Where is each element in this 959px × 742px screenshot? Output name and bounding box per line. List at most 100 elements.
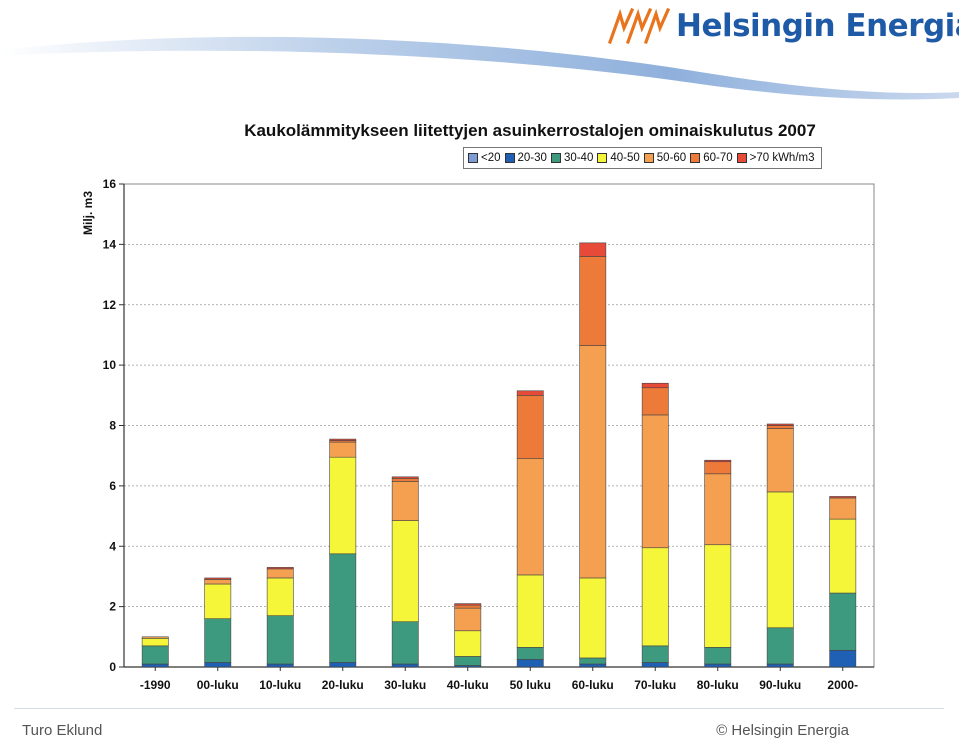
chart-title: Kaukolämmitykseen liitettyjen asuinkerro… (244, 121, 816, 140)
bar-segment (704, 647, 732, 665)
bar-segment (641, 662, 669, 668)
bar-segment (641, 414, 669, 549)
bar-segment (766, 663, 794, 668)
bar-segment (766, 627, 794, 665)
legend-label: 20-30 (517, 152, 547, 164)
x-tick-label: 20-luku (322, 678, 364, 692)
bar-segment (266, 663, 294, 668)
bar-segment (766, 423, 794, 426)
bar-segment (391, 478, 419, 482)
bar-segment (579, 577, 607, 659)
bar-segment (454, 607, 482, 632)
x-tick-label: 70-luku (634, 678, 676, 692)
bar-segment (454, 630, 482, 657)
legend-item: 40-50 (597, 152, 640, 164)
bar-segment (204, 662, 232, 668)
bar-segment (704, 459, 732, 463)
logo-text: Helsingin Energia (676, 8, 959, 44)
bar-segment (329, 441, 357, 458)
bar-segment (329, 553, 357, 663)
y-tick-label: 14 (103, 237, 117, 251)
footer-copyright: © Helsingin Energia (716, 722, 849, 739)
legend-label: 40-50 (610, 152, 640, 164)
bar-segment (516, 390, 544, 396)
bar-segment (829, 496, 857, 499)
legend-item: 20-30 (504, 152, 547, 164)
bar-segment (516, 395, 544, 460)
legend-label: 60-70 (703, 152, 733, 164)
bar-segment (829, 518, 857, 594)
bar-segment (641, 382, 669, 389)
footer-author: Turo Eklund (22, 722, 103, 739)
bar-segment (579, 256, 607, 346)
legend-label: 50-60 (656, 152, 687, 164)
bar-segment (141, 663, 169, 668)
flame-arrows-icon (607, 7, 670, 45)
legend-item: 50-60 (643, 152, 687, 164)
y-tick-label: 2 (109, 600, 116, 614)
y-axis-label: Milj. m3 (81, 191, 95, 235)
legend-label: >70 kWh/m3 (749, 152, 815, 164)
y-tick-label: 10 (103, 358, 117, 372)
bar-segment (704, 544, 732, 648)
legend-label: 30-40 (563, 152, 594, 164)
bar-segment (829, 497, 857, 520)
x-tick-label: 90-luku (759, 678, 801, 692)
x-tick-label: -1990 (140, 678, 171, 692)
bar-segment (579, 345, 607, 579)
x-tick-label: 2000- (827, 678, 858, 692)
bar-segment (329, 456, 357, 555)
bar-segment (454, 604, 482, 609)
legend-label: <20 (481, 152, 501, 164)
bar-segment (141, 636, 169, 639)
bar-segment (266, 577, 294, 616)
y-tick-label: 8 (109, 419, 116, 433)
bar-segment (204, 618, 232, 663)
legend-swatch (597, 153, 608, 163)
legend-swatch (690, 153, 701, 163)
bar-segment (391, 481, 419, 521)
bar-segment (641, 547, 669, 647)
bar-segment (329, 438, 357, 441)
bar-segment (641, 387, 669, 416)
x-tick-label: 80-luku (697, 678, 739, 692)
bar-segment (766, 425, 794, 429)
bar-segment (829, 592, 857, 651)
bar-segment (641, 645, 669, 663)
y-tick-label: 6 (109, 479, 116, 493)
legend-item: 60-70 (690, 152, 733, 164)
y-tick-label: 16 (103, 177, 117, 191)
bar-segment (829, 650, 857, 668)
bar-segment (704, 461, 732, 475)
bar-segment (141, 638, 169, 647)
bar-segment (266, 567, 294, 570)
y-tick-label: 0 (109, 660, 116, 674)
bar-segment (454, 603, 482, 606)
bar-segment (579, 242, 607, 257)
bar-segment (516, 458, 544, 576)
x-tick-label: 30-luku (384, 678, 426, 692)
bar-segment (266, 568, 294, 579)
bar-segment (766, 428, 794, 493)
y-tick-label: 12 (103, 298, 117, 312)
bar-segment (391, 476, 419, 479)
bar-segment (704, 663, 732, 668)
legend-swatch (468, 153, 478, 163)
header-wave-decoration (0, 36, 959, 100)
legend-item: >70 kWh/m3 (736, 152, 815, 164)
bar-segment (391, 621, 419, 665)
bar-segment (516, 574, 544, 648)
legend-swatch (550, 153, 561, 163)
bar-segment (391, 663, 419, 668)
bar-segment (204, 579, 232, 585)
x-tick-label: 00-luku (197, 678, 239, 692)
bar-segment (329, 662, 357, 668)
bar-segment (204, 583, 232, 620)
bar-segment (516, 647, 544, 660)
legend-item: 30-40 (550, 152, 594, 164)
bar-segment (454, 656, 482, 666)
chart-legend: <20 20-30 30-40 40-50 50-60 60-70 >70 kWh/m3 (463, 147, 822, 169)
x-tick-label: 40-luku (447, 678, 489, 692)
bar-segment (141, 645, 169, 665)
